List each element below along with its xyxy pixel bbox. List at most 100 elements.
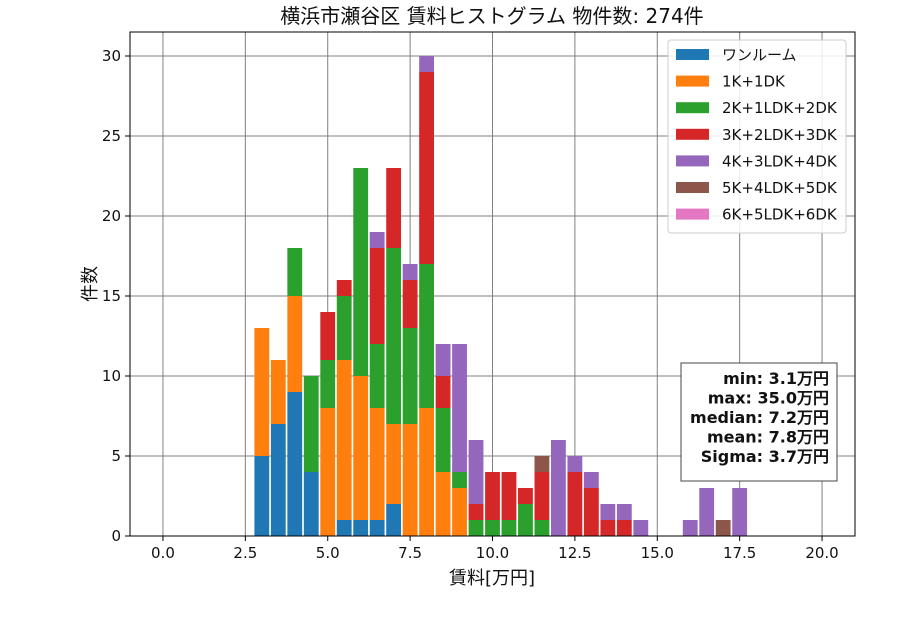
legend-swatch <box>676 182 709 193</box>
bar-segment <box>402 280 418 328</box>
legend-label: ワンルーム <box>722 46 797 64</box>
bar-segment <box>468 520 484 536</box>
stats-line: mean: 7.8万円 <box>707 428 829 447</box>
x-tick-label: 2.5 <box>233 544 257 562</box>
bar-segment <box>567 456 583 472</box>
bar-segment <box>270 360 286 424</box>
bar-segment <box>336 360 352 520</box>
x-tick-label: 15.0 <box>641 544 674 562</box>
bar-segment <box>534 456 550 472</box>
bar-segment <box>452 344 467 472</box>
bar-segment <box>386 504 402 536</box>
bar-segment <box>501 472 517 520</box>
y-axis-label: 件数 <box>80 266 101 302</box>
stats-line: median: 7.2万円 <box>690 408 829 427</box>
bar-segment <box>419 56 435 72</box>
y-tick-label: 20 <box>102 207 121 225</box>
bar-segment <box>386 424 402 504</box>
y-tick-label: 0 <box>111 527 121 545</box>
legend-swatch <box>676 75 709 87</box>
legend-label: 5K+4LDK+5DK <box>722 179 838 197</box>
bar-segment <box>452 488 467 536</box>
bar-segment <box>320 360 336 408</box>
bar-segment <box>402 264 418 280</box>
stats-line: max: 35.0万円 <box>708 389 829 408</box>
bar-segment <box>369 248 385 344</box>
legend-label: 1K+1DK <box>722 73 786 91</box>
bar-segment <box>369 520 385 536</box>
legend-swatch <box>676 155 709 167</box>
bar-segment <box>518 504 533 536</box>
bar-segment <box>583 472 599 488</box>
bar-segment <box>270 424 286 536</box>
bar-segment <box>353 376 369 520</box>
bar-segment <box>518 488 533 504</box>
bar-segment <box>550 440 566 536</box>
bar-segment <box>435 344 451 376</box>
bar-segment <box>583 488 599 536</box>
bar-segment <box>287 248 303 296</box>
x-tick-label: 17.5 <box>723 544 756 562</box>
legend-swatch <box>676 208 709 220</box>
bar-segment <box>616 504 632 520</box>
bar-segment <box>485 520 500 536</box>
bar-segment <box>386 248 402 424</box>
bar-segment <box>402 424 418 536</box>
bar-segment <box>386 168 402 248</box>
bar-segment <box>402 328 418 424</box>
bar-segment <box>534 520 550 536</box>
legend: ワンルーム 1K+1DK 2K+1LDK+2DK 3K+2LDK+3DK 4K+3LDK… <box>667 39 847 234</box>
bar-segment <box>353 520 369 536</box>
x-tick-label: 12.5 <box>558 544 591 562</box>
x-tick-label: 10.0 <box>476 544 509 562</box>
y-tick-label: 10 <box>102 367 121 385</box>
x-axis-label: 賃料[万円] <box>449 568 535 589</box>
bar-segment <box>336 280 352 296</box>
bar-segment <box>485 472 500 520</box>
bar-segment <box>633 520 649 536</box>
bar-segment <box>616 520 632 536</box>
bar-segment <box>369 408 385 520</box>
y-tick-label: 5 <box>111 447 121 465</box>
bar-segment <box>254 456 270 536</box>
x-tick-label: 0.0 <box>151 544 175 562</box>
bar-segment <box>468 440 484 504</box>
bar-segment <box>732 488 748 536</box>
bar-segment <box>320 312 336 360</box>
bar-segment <box>468 504 484 520</box>
legend-swatch <box>676 128 709 140</box>
stats-box-frame <box>680 362 838 482</box>
bar-segment <box>682 520 698 536</box>
y-axis-ticks: 0 5 10 15 20 25 30 <box>102 47 130 545</box>
x-tick-label: 20.0 <box>805 544 838 562</box>
bar-segment <box>534 472 550 520</box>
bar-segment <box>336 520 352 536</box>
bar-segment <box>600 520 616 536</box>
bar-segment <box>353 168 369 376</box>
y-tick-label: 15 <box>102 287 121 305</box>
bar-segment <box>287 296 303 392</box>
chart-title: 横浜市瀬谷区 賃料ヒストグラム 物件数: 274件 <box>280 4 703 28</box>
bar-segment <box>435 408 451 472</box>
bar-segment <box>419 72 435 264</box>
bar-segment <box>287 392 303 536</box>
stats-line: min: 3.1万円 <box>723 369 829 388</box>
x-axis-ticks: 0.0 2.5 5.0 7.5 10.0 12.5 15.0 17.5 20.0 <box>151 536 839 562</box>
bar-segment <box>254 328 270 456</box>
stats-line: Sigma: 3.7万円 <box>701 447 829 466</box>
bar-segment <box>320 408 336 536</box>
bar-segment <box>600 504 616 520</box>
legend-label: 4K+3LDK+4DK <box>722 152 838 170</box>
bar-segment <box>567 472 583 536</box>
bars <box>254 56 748 536</box>
bar-segment <box>419 264 435 408</box>
bar-segment <box>336 296 352 360</box>
legend-swatch <box>676 49 709 60</box>
bar-segment <box>435 472 451 536</box>
bar-segment <box>435 376 451 408</box>
bar-segment <box>303 376 319 472</box>
legend-label: 6K+5LDK+6DK <box>722 206 838 224</box>
bar-segment <box>419 408 435 536</box>
